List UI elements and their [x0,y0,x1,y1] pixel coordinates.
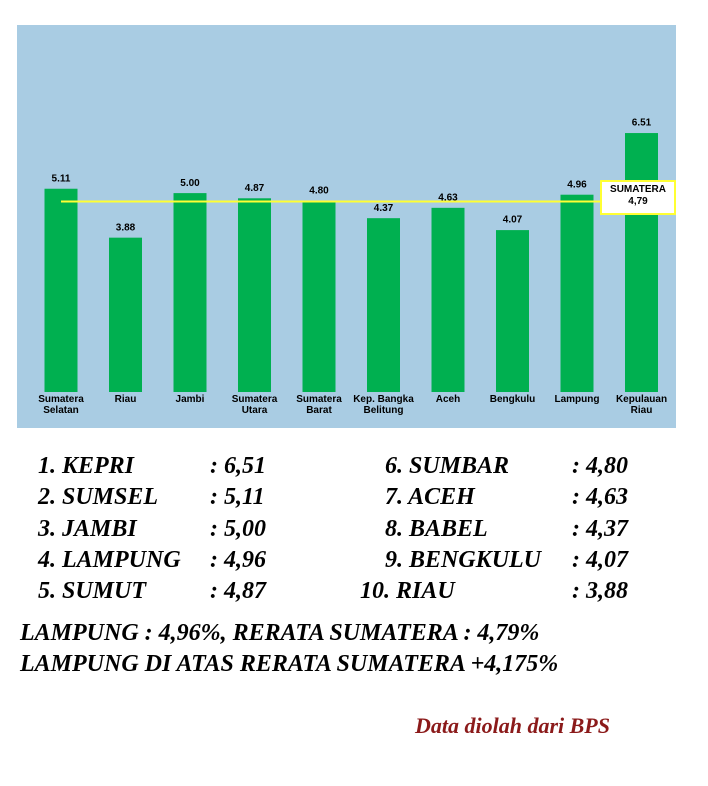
summary-line: LAMPUNG : 4,96%, RERATA SUMATERA : 4,79% [20,620,540,646]
rank-value: : 3,88 [572,578,628,604]
bar [44,188,78,392]
x-tick-label: Aceh [435,394,461,405]
bar [302,201,336,392]
value-label: 4.80 [309,186,329,197]
average-annotation: SUMATERA 4,79 [600,180,676,215]
bar [367,218,400,392]
bar [625,133,658,392]
rank-name: 6. SUMBAR [385,453,510,479]
rank-name: 4. LAMPUNG [38,547,181,573]
source: Data diolah dari BPS [415,713,610,738]
rank-name: 2. SUMSEL [38,484,159,510]
bar [431,207,465,392]
rank-value: : 5,00 [210,516,266,542]
value-label: 4.37 [374,203,394,214]
value-label: 6.51 [632,118,652,129]
bar [496,230,529,392]
rank-value: : 6,51 [210,453,266,479]
rank-value: : 4,87 [210,578,266,604]
rank-name: 1. KEPRI [38,453,135,479]
x-tick-label: Bengkulu [489,394,536,405]
x-tick-label: Lampung [554,394,600,405]
rank-name: 8. BABEL [385,516,488,542]
bar [173,193,207,392]
value-label: 4.07 [503,215,523,226]
bar [560,194,594,392]
x-tick-label: Kepulauan Riau [615,394,668,416]
value-label: 3.88 [116,222,136,233]
x-tick-label: Sumatera Utara [231,394,278,416]
rank-value: : 5,11 [210,484,265,510]
value-label: 4.63 [438,192,458,203]
value-label: 5.11 [52,173,71,184]
x-tick-label: Sumatera Selatan [38,394,84,416]
rank-name: 3. JAMBI [38,516,137,542]
bar [238,198,271,392]
value-label: 4.87 [245,183,265,194]
x-tick-label: Kep. Bangka Belitung [353,394,414,416]
x-tick-label: Riau [114,394,137,405]
rank-name: 10. RIAU [360,578,455,604]
bar [109,237,142,392]
rank-name: 7. ACEH [385,484,475,510]
value-label: 4.96 [567,179,587,190]
x-tick-label: Jambi [175,394,205,405]
rank-value: : 4,37 [572,516,628,542]
rank-name: 5. SUMUT [38,578,147,604]
rank-value: : 4,63 [572,484,628,510]
rank-value: : 4,96 [210,547,266,573]
rank-value: : 4,80 [572,453,628,479]
x-tick-label: Sumatera Barat [296,394,342,416]
rank-value: : 4,07 [572,547,628,573]
summary-line: LAMPUNG DI ATAS RERATA SUMATERA +4,175% [20,651,559,677]
value-label: 5.00 [180,178,200,189]
rank-name: 9. BENGKULU [385,547,542,573]
